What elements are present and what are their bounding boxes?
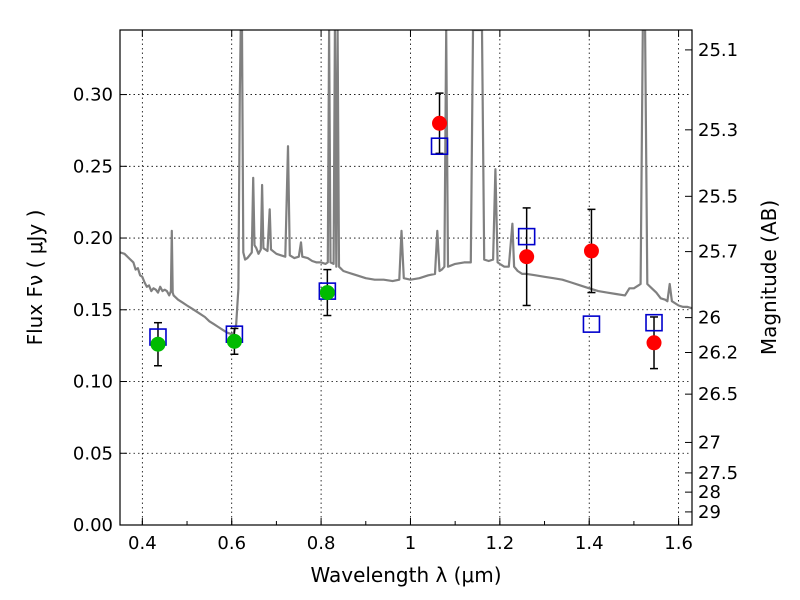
- nir-data-point: [583, 243, 599, 259]
- y2-tick-label: 26.5: [698, 384, 738, 405]
- y2-tick-label: 26: [698, 308, 721, 329]
- y-tick-label: 0.30: [73, 85, 113, 106]
- y2-tick-label: 25.1: [698, 40, 738, 61]
- x-tick-label: 1: [405, 533, 416, 554]
- error-bars: [153, 92, 659, 370]
- x-axis-label: Wavelength λ (μm): [310, 563, 501, 587]
- x-tick-label: 1.6: [664, 533, 693, 554]
- x-tick-label: 0.6: [217, 533, 246, 554]
- y-tick-label: 0.25: [73, 156, 113, 177]
- model-photometry-box: [517, 227, 536, 246]
- y-tick-label: 0.05: [73, 443, 113, 464]
- model-photometry-box: [430, 137, 449, 156]
- optical-data-point: [150, 336, 166, 352]
- model-spectrum: [120, 30, 692, 336]
- y-tick-label: 0.00: [73, 515, 113, 536]
- y2-tick-label: 26.2: [698, 343, 738, 364]
- x-tick-label: 1.2: [486, 533, 515, 554]
- x-tick-label: 0.4: [128, 533, 157, 554]
- y2-tick-label: 29: [698, 502, 721, 523]
- y2-tick-label: 25.5: [698, 186, 738, 207]
- y2-tick-label: 25.3: [698, 120, 738, 141]
- x-tick-label: 0.8: [307, 533, 336, 554]
- spectrum-line: [120, 30, 692, 336]
- y-tick-label: 0.15: [73, 300, 113, 321]
- nir-data-point: [519, 249, 535, 265]
- y2-tick-label: 28: [698, 482, 721, 503]
- nir-data-point: [646, 335, 662, 351]
- data-points: [149, 115, 663, 352]
- model-photometry-box: [582, 315, 601, 333]
- y2-tick-label: 25.7: [698, 242, 738, 263]
- y2-axis-label: Magnitude (AB): [757, 200, 781, 355]
- ticks: 0.4 0.6 0.8 1 1.2 1.4 1.6 0.00 0.05 0.10 0.15 0.20 0…: [73, 30, 738, 554]
- y2-tick-label: 27.5: [698, 463, 738, 484]
- y-axis-label: Flux Fν ( μJy ): [23, 210, 47, 346]
- y2-tick-label: 27: [698, 432, 721, 453]
- optical-data-point: [226, 333, 242, 349]
- plot-frame: [119, 29, 693, 526]
- y-tick-label: 0.10: [73, 372, 113, 393]
- y-tick-label: 0.20: [73, 228, 113, 249]
- axes-frame: [119, 29, 693, 526]
- optical-data-point: [319, 285, 335, 301]
- x-tick-label: 1.4: [575, 533, 604, 554]
- grid: [120, 30, 692, 526]
- nir-data-point: [432, 115, 448, 131]
- model-photometry-box: [645, 313, 663, 332]
